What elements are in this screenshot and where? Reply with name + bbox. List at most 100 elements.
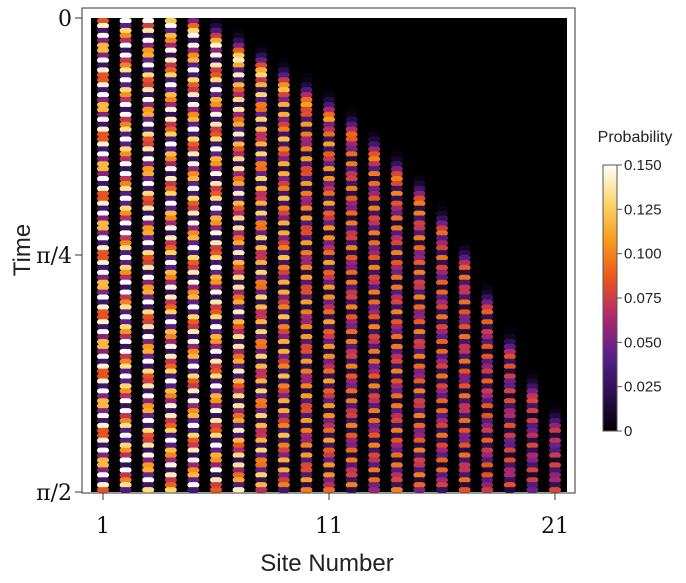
heatmap-cell <box>526 101 539 108</box>
heatmap-cell <box>368 269 381 276</box>
heatmap-cell <box>436 403 448 409</box>
heatmap-cell <box>277 255 290 261</box>
heatmap-cell <box>549 259 561 266</box>
heatmap-cell <box>458 314 471 320</box>
heatmap-cell <box>458 225 471 231</box>
heatmap-cell <box>503 324 516 330</box>
heatmap-cell <box>549 176 561 182</box>
heatmap-cell <box>119 462 132 468</box>
heatmap-cell <box>549 373 561 380</box>
heatmap-cell <box>413 131 426 138</box>
heatmap-cell <box>345 220 358 226</box>
heatmap-cell <box>232 190 245 197</box>
heatmap-cell <box>526 42 539 49</box>
heatmap-cell <box>503 319 516 325</box>
heatmap-cell <box>142 42 155 49</box>
heatmap-cell <box>97 180 109 187</box>
heatmap-cell <box>187 190 200 197</box>
heatmap-cell <box>481 87 494 93</box>
heatmap-cell <box>232 358 245 365</box>
heatmap-cell <box>345 343 358 350</box>
heatmap-cell <box>277 87 290 93</box>
heatmap-cell <box>255 210 268 217</box>
heatmap-cell <box>187 427 200 434</box>
heatmap-cell <box>97 472 109 478</box>
heatmap-cell <box>368 437 381 444</box>
heatmap-cell <box>187 294 200 301</box>
heatmap-cell <box>119 477 132 483</box>
heatmap-cell <box>390 245 403 251</box>
heatmap-cell <box>277 230 290 236</box>
heatmap-cell <box>503 240 516 246</box>
heatmap-cell <box>345 250 358 256</box>
heatmap-cell <box>300 482 313 488</box>
heatmap-cell <box>255 116 268 123</box>
heatmap-cell <box>413 482 426 488</box>
heatmap-cell <box>413 190 426 197</box>
heatmap-cell <box>300 240 313 246</box>
heatmap-cell <box>481 319 494 325</box>
heatmap-cell <box>142 334 155 340</box>
heatmap-cell <box>142 47 155 54</box>
heatmap-cell <box>503 42 516 49</box>
heatmap-cell <box>210 417 222 424</box>
heatmap-cell <box>526 358 539 365</box>
heatmap-cell <box>549 32 561 39</box>
heatmap-cell <box>119 195 132 202</box>
heatmap-cell <box>255 176 268 182</box>
heatmap-cell <box>549 27 561 34</box>
heatmap-cell <box>481 437 494 444</box>
heatmap-cell <box>345 121 358 128</box>
heatmap-cell <box>187 52 200 59</box>
heatmap-cell <box>549 472 561 478</box>
heatmap-cell <box>232 452 245 459</box>
heatmap-cell <box>458 432 471 439</box>
heatmap-cell <box>413 457 426 463</box>
heatmap-cell <box>368 240 381 246</box>
heatmap-cell <box>210 319 222 325</box>
heatmap-cell <box>345 245 358 251</box>
heatmap-cell <box>255 388 268 394</box>
heatmap-cell <box>345 487 358 493</box>
heatmap-cell <box>458 393 471 399</box>
heatmap-cell <box>119 156 132 162</box>
heatmap-cell <box>142 373 155 380</box>
heatmap-cell <box>300 180 313 187</box>
heatmap-cell <box>277 200 290 207</box>
heatmap-cell <box>526 289 539 296</box>
heatmap-cell <box>368 57 381 64</box>
heatmap-cell <box>549 378 561 384</box>
heatmap-cell <box>119 472 132 478</box>
heatmap-cell <box>255 18 268 24</box>
heatmap-cell <box>549 47 561 54</box>
heatmap-cell <box>277 195 290 202</box>
heatmap-cell <box>458 472 471 478</box>
heatmap-cell <box>323 472 335 478</box>
heatmap-cell <box>413 403 426 409</box>
y-axis-title: Time <box>9 224 36 276</box>
heatmap-cell <box>526 294 539 301</box>
heatmap-cell <box>119 294 132 301</box>
heatmap-cell <box>255 171 268 177</box>
heatmap-cell <box>390 343 403 350</box>
heatmap-cell <box>97 309 109 315</box>
heatmap-cell <box>368 447 381 454</box>
heatmap-cell <box>390 403 403 409</box>
heatmap-cell <box>142 97 155 103</box>
heatmap-cell <box>277 319 290 325</box>
heatmap-cell <box>97 329 109 335</box>
heatmap-cell <box>232 77 245 83</box>
heatmap-cell <box>390 432 403 439</box>
heatmap-cell <box>277 447 290 454</box>
heatmap-cell <box>481 22 494 29</box>
heatmap-cell <box>368 82 381 88</box>
heatmap-cell <box>97 37 109 44</box>
heatmap-cell <box>300 329 313 335</box>
heatmap-cell <box>526 279 539 286</box>
heatmap-cell <box>300 200 313 207</box>
heatmap-cell <box>458 240 471 246</box>
heatmap-cell <box>481 279 494 286</box>
heatmap-cell <box>481 408 494 414</box>
heatmap-cell <box>119 225 132 231</box>
heatmap-cell <box>323 126 335 133</box>
